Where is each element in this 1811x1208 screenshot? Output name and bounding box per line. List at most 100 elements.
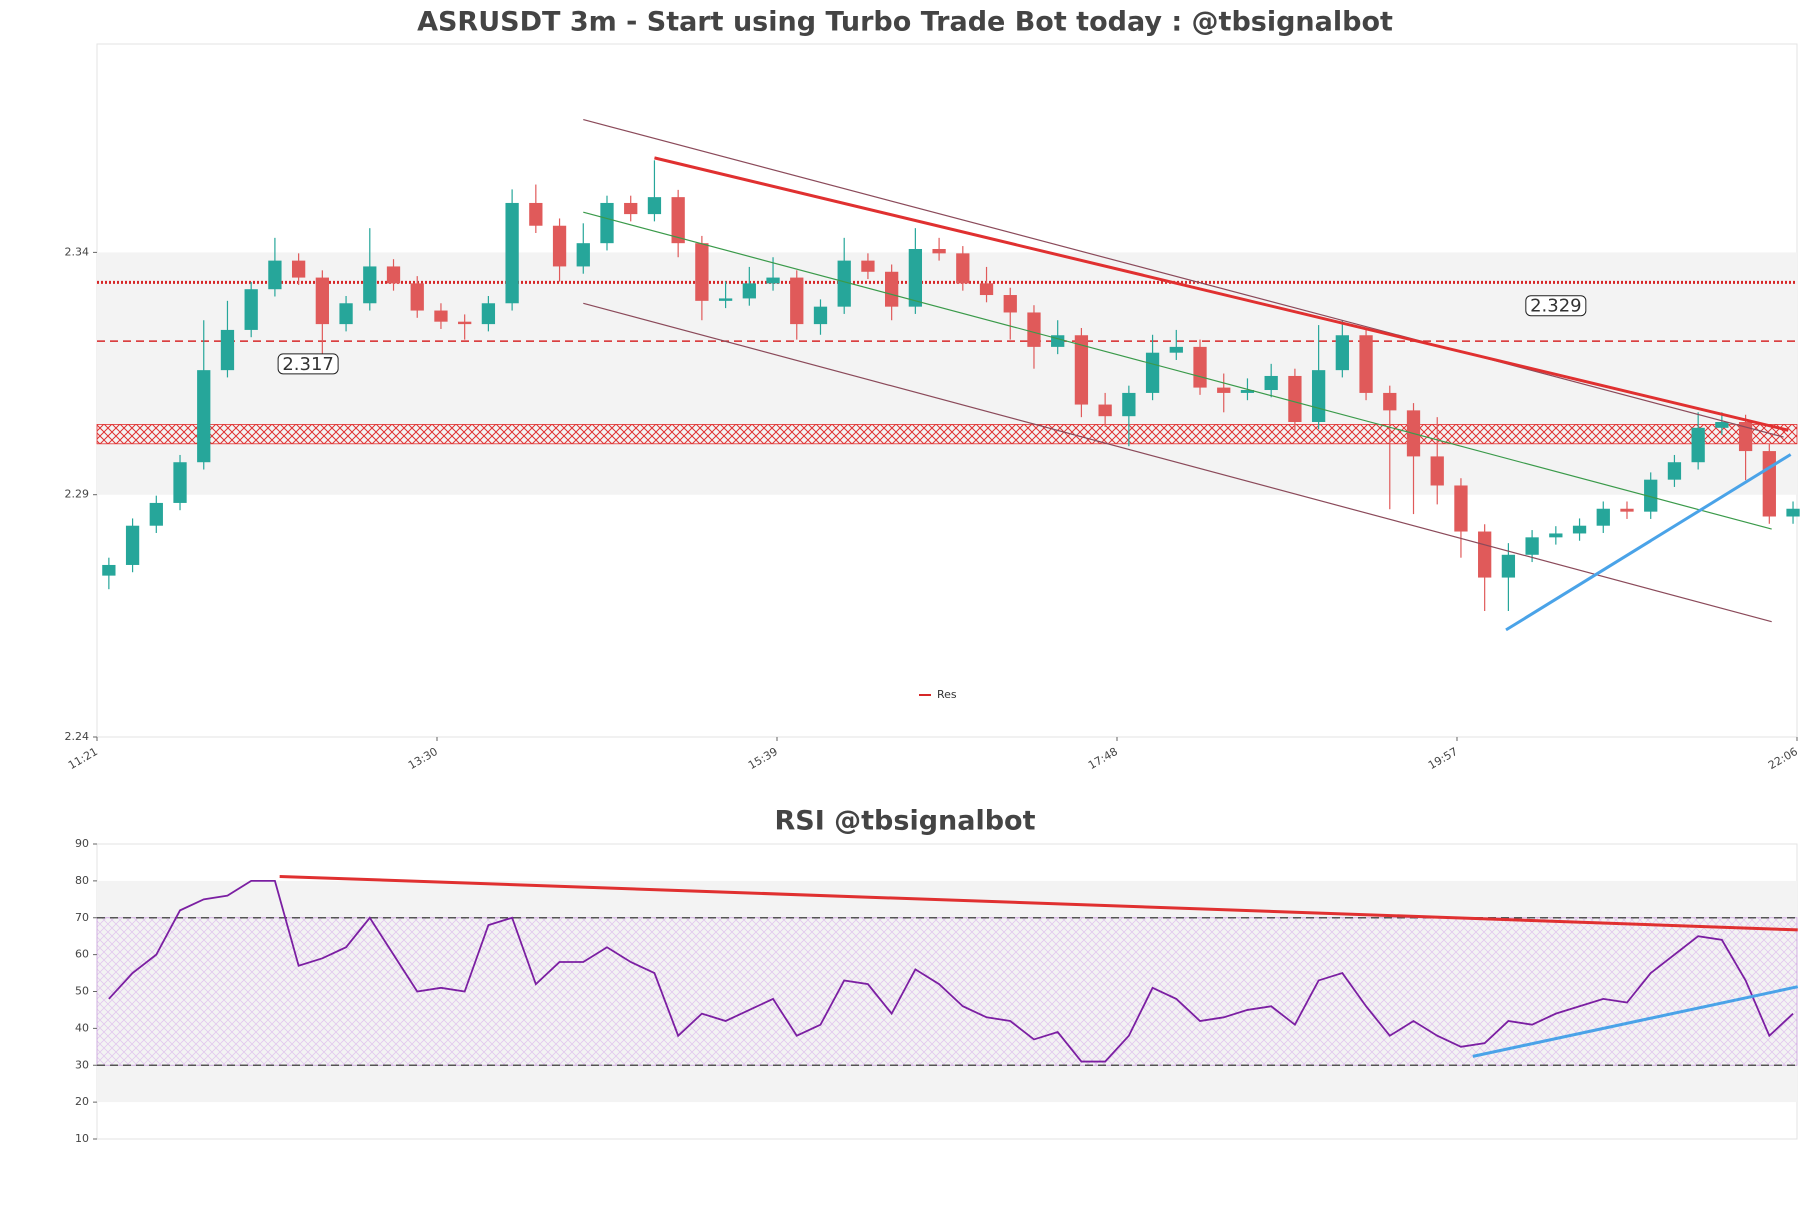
candle-body <box>1715 422 1729 428</box>
candle-body <box>1478 531 1492 578</box>
candle-body <box>600 202 614 244</box>
y-tick-label: 2.29 <box>65 488 90 501</box>
candle-body <box>386 266 401 284</box>
candle-body <box>1525 537 1539 555</box>
candle-body <box>1074 335 1089 405</box>
candle-body <box>1501 554 1516 578</box>
candle-body <box>1549 533 1563 538</box>
candle-body <box>481 303 496 325</box>
y-tick-label: 40 <box>75 1021 89 1034</box>
candle-body <box>125 525 140 565</box>
candle-body <box>1193 346 1207 388</box>
y-tick-label: 60 <box>75 948 89 961</box>
candle-body <box>813 306 828 325</box>
candle-body <box>1003 295 1017 313</box>
rsi-title: RSI @tbsignalbot <box>774 806 1035 837</box>
trend-line <box>1472 985 1799 1058</box>
trend-line <box>583 119 1784 438</box>
candle-body <box>1691 427 1705 463</box>
candle-body <box>1264 375 1278 391</box>
trend-line <box>654 156 1789 432</box>
price-label-box <box>1525 295 1587 317</box>
candle-body <box>505 202 519 304</box>
y-tick-label: 10 <box>75 1132 89 1145</box>
candle-body <box>1335 335 1349 371</box>
candle-body <box>268 260 282 290</box>
candle-body <box>1169 346 1183 353</box>
candle-body <box>956 253 970 284</box>
price-label: 2.317 <box>282 354 334 375</box>
candle-body <box>1098 404 1112 417</box>
y-tick-label: 90 <box>75 837 89 850</box>
x-tick-label: 19:57 <box>1426 745 1460 772</box>
candle-body <box>1738 422 1753 452</box>
candle-body <box>552 225 567 267</box>
candle-body <box>624 202 638 215</box>
x-tick-label: 22:06 <box>1766 745 1800 772</box>
candle-body <box>1240 390 1255 393</box>
candle-body <box>315 277 329 325</box>
candle-body <box>339 303 353 325</box>
y-tick-label: 2.34 <box>65 245 90 258</box>
candle-body <box>363 266 377 304</box>
x-tick-label: 11:21 <box>66 745 100 772</box>
x-tick-label: 17:48 <box>1086 745 1120 772</box>
y-tick-label: 20 <box>75 1095 89 1108</box>
trend-line <box>583 211 1772 530</box>
candle-body <box>529 202 543 226</box>
y-tick-label: 80 <box>75 874 89 887</box>
candle-body <box>244 289 258 330</box>
candle-body <box>1051 335 1065 347</box>
candle-body <box>197 370 211 463</box>
candle-body <box>861 260 875 272</box>
candle-body <box>1454 485 1468 532</box>
candle-body <box>837 260 851 307</box>
zone-band <box>97 252 1797 495</box>
y-tick-label: 70 <box>75 911 89 924</box>
candle-body <box>1430 456 1444 486</box>
trend-line <box>583 302 1772 623</box>
y-tick-label: 50 <box>75 985 89 998</box>
y-tick-label: 30 <box>75 1058 89 1071</box>
candle-body <box>1027 312 1041 347</box>
candle-body <box>1620 508 1634 512</box>
y-tick-label: 2.24 <box>65 730 90 743</box>
candle-body <box>885 271 899 307</box>
candle-body <box>1217 387 1231 393</box>
trend-line <box>1505 453 1792 632</box>
candle-body <box>766 277 780 284</box>
price-label: 2.329 <box>1530 296 1582 317</box>
x-tick-label: 15:39 <box>746 745 780 772</box>
candle-body <box>291 260 306 278</box>
candle-body <box>647 197 662 215</box>
candle-body <box>1572 525 1587 534</box>
candle-body <box>410 283 424 311</box>
candle-body <box>671 197 685 244</box>
zone-band <box>96 424 1798 445</box>
candle-body <box>908 248 923 307</box>
candle-body <box>458 321 472 325</box>
x-tick-label: 13:30 <box>406 745 440 772</box>
candle-body <box>1667 462 1682 480</box>
candle-body <box>742 283 756 299</box>
candle-body <box>1122 392 1136 417</box>
candle-body <box>1596 508 1610 526</box>
candle-body <box>1359 335 1373 393</box>
chart-title: ASRUSDT 3m - Start using Turbo Trade Bot… <box>417 7 1393 38</box>
candle-body <box>979 283 994 296</box>
candle-body <box>932 248 946 254</box>
candle-body <box>1383 392 1397 411</box>
candle-body <box>220 329 235 371</box>
candle-body <box>102 564 116 576</box>
candle-body <box>1145 352 1160 393</box>
candle-body <box>1311 370 1326 422</box>
candle-body <box>1762 451 1776 517</box>
candle-body <box>1288 375 1302 422</box>
candle-body <box>576 243 590 267</box>
candle-body <box>790 277 804 325</box>
candle-body <box>434 310 448 322</box>
candle-body <box>173 462 187 503</box>
candle-body <box>1786 508 1800 517</box>
price-label-box <box>277 353 339 375</box>
